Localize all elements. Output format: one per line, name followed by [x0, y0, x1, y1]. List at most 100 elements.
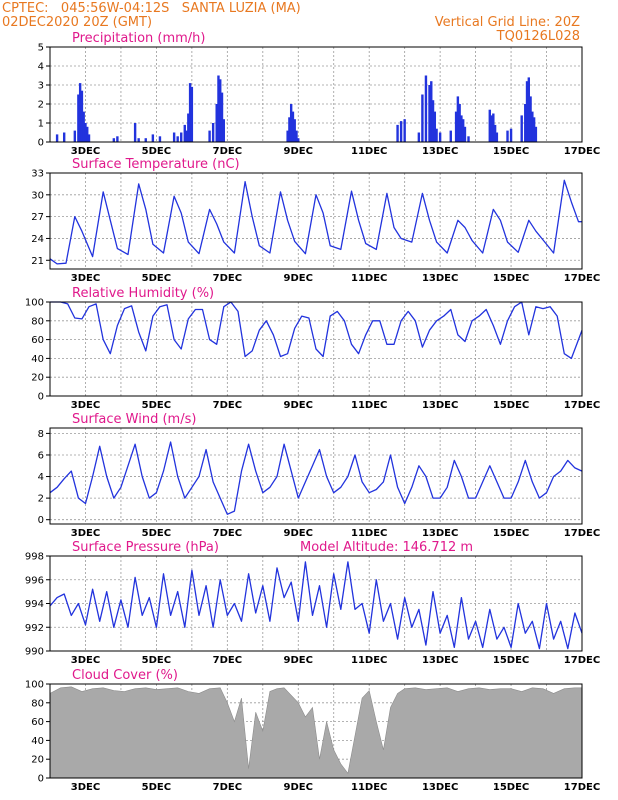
- precip-bar: [80, 90, 84, 142]
- chart-header: CPTEC: 045:56W-04:12S SANTA LUZIA (MA) 0…: [2, 1, 580, 44]
- temp-title: Surface Temperature (nC): [72, 157, 240, 172]
- cloud-xtick-label: 5DEC: [142, 782, 171, 793]
- temp-panel: 21 24 27 30 33 3DEC 5DEC 7DEC 9DEC 11DEC 13DEC 15DE…: [31, 157, 600, 284]
- precip-bar: [449, 130, 452, 142]
- precip-bar: [144, 138, 147, 142]
- precip-bar: [531, 111, 534, 142]
- precip-bar: [84, 123, 87, 142]
- pressure-ytick-label: 990: [25, 647, 44, 658]
- pressure-xticks: 3DEC 5DEC 7DEC 9DEC 11DEC 13DEC 15DEC 17DEC: [71, 655, 600, 666]
- precip-bar: [461, 119, 465, 142]
- temp-ytick-label: 30: [31, 190, 44, 201]
- precip-bar: [220, 92, 224, 142]
- precip-bar: [211, 123, 215, 142]
- wind-xtick-label: 17DEC: [564, 528, 600, 539]
- precip-bar: [396, 124, 399, 142]
- precip-bar: [433, 111, 437, 142]
- rh-yticks: 0 20 40 60 80 100: [25, 298, 50, 403]
- wind-series-line: [49, 441, 583, 515]
- precip-bar: [460, 115, 463, 142]
- temp-xtick-label: 11DEC: [351, 273, 387, 284]
- precip-panel: 0 1 2 3 4 5 3DEC 5DEC 7DEC 9DEC 11DEC 13DEC 15DEC 17D…: [38, 31, 601, 157]
- wind-xtick-label: 7DEC: [213, 528, 242, 539]
- precip-bar: [506, 130, 509, 142]
- pressure-xtick-label: 7DEC: [213, 655, 242, 666]
- precip-bar: [492, 113, 495, 142]
- precip-ytick-label: 4: [38, 62, 44, 73]
- rh-xtick-label: 15DEC: [493, 400, 529, 411]
- pressure-xtick-label: 17DEC: [564, 655, 600, 666]
- wind-xtick-label: 3DEC: [71, 528, 100, 539]
- precip-bar: [289, 104, 293, 142]
- precip-bar: [73, 130, 77, 142]
- precip-bar: [403, 119, 406, 142]
- rh-title: Relative Humidity (%): [72, 286, 214, 301]
- precip-bar: [215, 104, 218, 142]
- precip-bar: [291, 111, 295, 142]
- precip-ytick-label: 0: [38, 138, 44, 149]
- rh-xtick-label: 13DEC: [422, 400, 458, 411]
- precip-bar: [295, 130, 298, 142]
- precip-bar: [137, 138, 140, 142]
- cloud-ytick-label: 100: [25, 680, 44, 691]
- wind-xtick-label: 9DEC: [284, 528, 313, 539]
- precip-xticks: 3DEC 5DEC 7DEC 9DEC 11DEC 13DEC 15DEC 17DEC: [71, 146, 600, 157]
- wind-vgrid: [49, 428, 583, 524]
- cloud-ytick-label: 40: [31, 736, 44, 747]
- rh-series-line: [50, 301, 583, 360]
- temp-ytick-label: 24: [31, 234, 44, 245]
- precip-bar: [428, 85, 431, 142]
- wind-hgrid: [50, 432, 582, 521]
- precip-ytick-label: 2: [38, 100, 44, 111]
- rh-ytick-label: 60: [31, 335, 44, 346]
- precip-xtick-label: 3DEC: [71, 146, 100, 157]
- cloud-xtick-label: 9DEC: [284, 782, 313, 793]
- pressure-annotation: Model Altitude: 146.712 m: [300, 540, 473, 555]
- precip-bar: [438, 132, 442, 142]
- precip-xtick-label: 11DEC: [351, 146, 387, 157]
- rh-xtick-label: 5DEC: [142, 400, 171, 411]
- wind-xtick-label: 5DEC: [142, 528, 171, 539]
- model-code: TQ0126L028: [496, 29, 580, 44]
- precip-bar: [488, 109, 491, 142]
- precip-ytick-label: 3: [38, 81, 44, 92]
- precip-bar: [297, 138, 300, 142]
- temp-xtick-label: 5DEC: [142, 273, 171, 284]
- cloud-ytick-label: 80: [31, 698, 44, 709]
- pressure-xtick-label: 5DEC: [142, 655, 171, 666]
- cloud-xtick-label: 15DEC: [493, 782, 529, 793]
- precip-yticks: 0 1 2 3 4 5: [38, 43, 50, 149]
- temp-xticks: 3DEC 5DEC 7DEC 9DEC 11DEC 13DEC 15DEC 17DEC: [71, 273, 600, 284]
- precip-bar: [133, 123, 137, 142]
- wind-yticks: 0 2 4 6 8: [38, 429, 50, 526]
- precip-bar: [180, 132, 183, 142]
- pressure-yticks: 990 992 994 996 998: [25, 552, 50, 658]
- precip-bar: [176, 136, 179, 142]
- rh-ytick-label: 20: [31, 373, 44, 384]
- precip-bar: [188, 83, 192, 142]
- precip-bar: [217, 75, 220, 142]
- precip-bar: [493, 124, 497, 142]
- precip-xtick-label: 13DEC: [422, 146, 458, 157]
- wind-ytick-label: 2: [38, 494, 44, 505]
- station-info: CPTEC: 045:56W-04:12S SANTA LUZIA (MA): [2, 1, 301, 16]
- cloud-xtick-label: 13DEC: [422, 782, 458, 793]
- precip-bar: [430, 81, 433, 142]
- precip-ytick-label: 1: [38, 119, 44, 130]
- cloud-xticks: 3DEC 5DEC 7DEC 9DEC 11DEC 13DEC 15DEC 17DEC: [71, 782, 600, 793]
- rh-xtick-label: 3DEC: [71, 400, 100, 411]
- precip-bar: [286, 130, 289, 142]
- wind-ytick-label: 0: [38, 515, 44, 526]
- pressure-xtick-label: 9DEC: [284, 655, 313, 666]
- precip-frame: [49, 46, 583, 143]
- temp-yticks: 21 24 27 30 33: [31, 169, 50, 267]
- precip-bar: [534, 126, 538, 142]
- precip-vgrid: [49, 47, 583, 142]
- temp-series-line: [49, 179, 582, 265]
- precip-bar: [458, 104, 461, 142]
- pressure-xtick-label: 3DEC: [71, 655, 100, 666]
- cloud-ytick-label: 60: [31, 717, 44, 728]
- wind-ytick-label: 4: [38, 472, 44, 483]
- precip-bar: [435, 128, 438, 142]
